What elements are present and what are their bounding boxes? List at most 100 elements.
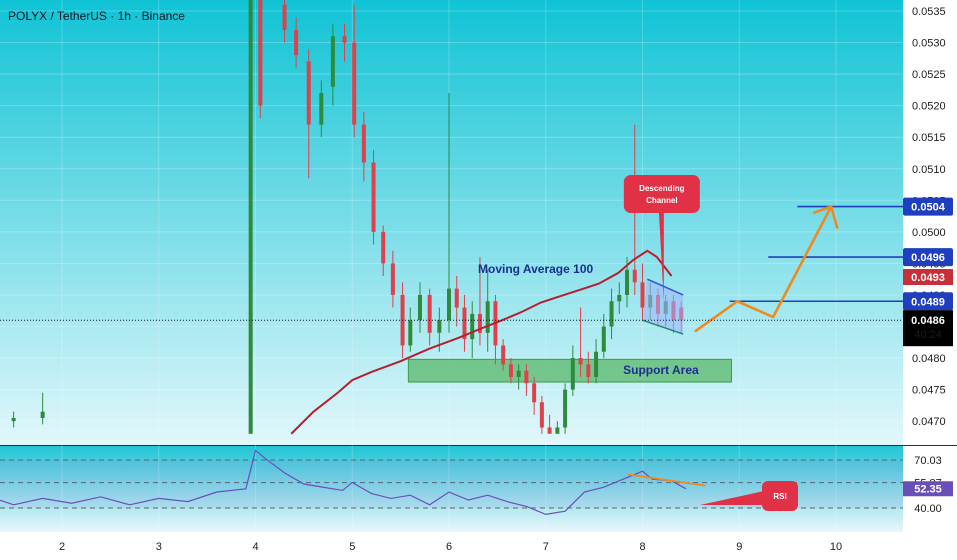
price-tick-label: 0.0480 — [912, 353, 946, 365]
candle-body — [462, 307, 467, 340]
time-tick-label: 5 — [349, 541, 355, 553]
projection-path — [694, 205, 833, 333]
candle-body — [625, 269, 630, 295]
candle-body — [454, 288, 459, 308]
candle-body — [447, 288, 451, 321]
projection-arrowhead — [812, 205, 839, 229]
ma-100-label: Moving Average 100 — [478, 262, 593, 276]
time-axis-background — [0, 532, 903, 560]
price-tick-label: 0.0500 — [912, 227, 946, 239]
candle-body — [381, 231, 386, 264]
candle-body — [294, 29, 299, 56]
descending-channel-callout — [623, 175, 700, 213]
candle-body — [532, 383, 537, 403]
candle-body — [501, 345, 506, 365]
candle-body — [282, 4, 287, 30]
resistance-levels — [729, 205, 903, 303]
candle-body — [11, 417, 16, 422]
rsi-line — [0, 449, 687, 516]
time-tick-label: 8 — [639, 541, 645, 553]
level-price-label: 0.0504 — [911, 202, 946, 214]
candle-body — [555, 427, 560, 434]
candle-body — [563, 389, 568, 428]
candle-body — [319, 93, 324, 125]
price-tick-label: 0.0530 — [912, 38, 946, 50]
candle-body — [578, 358, 583, 365]
price-tick-label: 0.0470 — [912, 416, 946, 428]
candle-body — [390, 263, 395, 295]
time-tick-label: 4 — [252, 541, 258, 553]
candle-body — [352, 42, 357, 125]
candle-body — [508, 364, 513, 377]
countdown-label: 40:24 — [914, 329, 942, 341]
support-area-label: Support Area — [623, 363, 699, 377]
channel-lower-line — [642, 319, 684, 335]
price-tick-label: 0.0535 — [912, 6, 946, 18]
ma-price-tag — [903, 269, 953, 286]
rsi-tick-label: 40.00 — [914, 503, 942, 515]
candle-body — [361, 124, 366, 163]
candle-body — [586, 364, 591, 377]
time-axis: 2 3 4 5 6 7 8 9 10 — [59, 541, 842, 553]
candle-body — [437, 320, 442, 333]
candle-body — [609, 301, 614, 327]
candle-body — [306, 61, 311, 125]
annotations: Descending Channel — [0, 175, 903, 321]
candle-body — [601, 326, 606, 352]
callout-pointer — [658, 211, 664, 302]
price-tick-label: 0.0475 — [912, 385, 946, 397]
time-tick-label: 9 — [736, 541, 742, 553]
candle-body — [617, 294, 622, 302]
candle-body — [408, 320, 413, 346]
moving-average: Moving Average 100 — [290, 249, 673, 435]
candle-body — [539, 402, 544, 428]
support-area-box — [407, 358, 733, 383]
channel-upper-line — [647, 278, 684, 296]
candle-body — [632, 269, 637, 283]
chart-title: POLYX / TetherUS · 1h · Binance — [8, 9, 185, 23]
candle-body — [570, 358, 575, 390]
rsi-callout-label: RSI — [773, 492, 786, 501]
candle-body — [427, 294, 432, 333]
candle-body — [248, 0, 253, 434]
callout-text-line2: Channel — [646, 196, 678, 205]
price-tick-label: 0.0510 — [912, 164, 946, 176]
level-price-label: 0.0489 — [911, 296, 945, 308]
time-tick-label: 3 — [156, 541, 162, 553]
ma-price-label: 0.0493 — [911, 272, 945, 284]
rsi-current-label: 52.35 — [914, 483, 942, 495]
time-tick-label: 7 — [543, 541, 549, 553]
rsi-divergence-line — [627, 473, 706, 487]
ma-100-line — [290, 249, 673, 435]
rsi-tick-label: 70.03 — [914, 455, 942, 467]
rsi-callout — [762, 481, 798, 511]
candle-body — [417, 294, 422, 321]
callout-text-line1: Descending — [639, 184, 684, 193]
candle-body — [258, 0, 263, 106]
candle-body — [547, 427, 552, 434]
rsi-callout-pointer — [700, 491, 764, 505]
grid — [0, 0, 903, 532]
candles — [11, 0, 684, 434]
candle-body — [470, 313, 475, 340]
rsi-pane: RSI — [0, 449, 903, 516]
current-price-label: 0.0486 — [911, 315, 945, 327]
level-price-tag — [903, 248, 953, 267]
candle-body — [516, 370, 521, 377]
time-tick-label: 6 — [446, 541, 452, 553]
level-price-tag — [903, 197, 953, 216]
support-area: Support Area — [407, 358, 733, 383]
price-tick-label: 0.0520 — [912, 101, 946, 113]
candle-body — [330, 36, 335, 87]
projection-arrow — [694, 205, 839, 333]
candle-body — [342, 36, 347, 43]
candle-body — [524, 370, 529, 384]
rsi-current-tag — [903, 481, 953, 497]
level-price-label: 0.0496 — [911, 252, 945, 264]
current-price-tag — [903, 310, 953, 347]
level-price-tag — [903, 292, 953, 311]
time-tick-label: 2 — [59, 541, 65, 553]
candle-body — [594, 351, 599, 377]
candle-body — [640, 282, 645, 308]
